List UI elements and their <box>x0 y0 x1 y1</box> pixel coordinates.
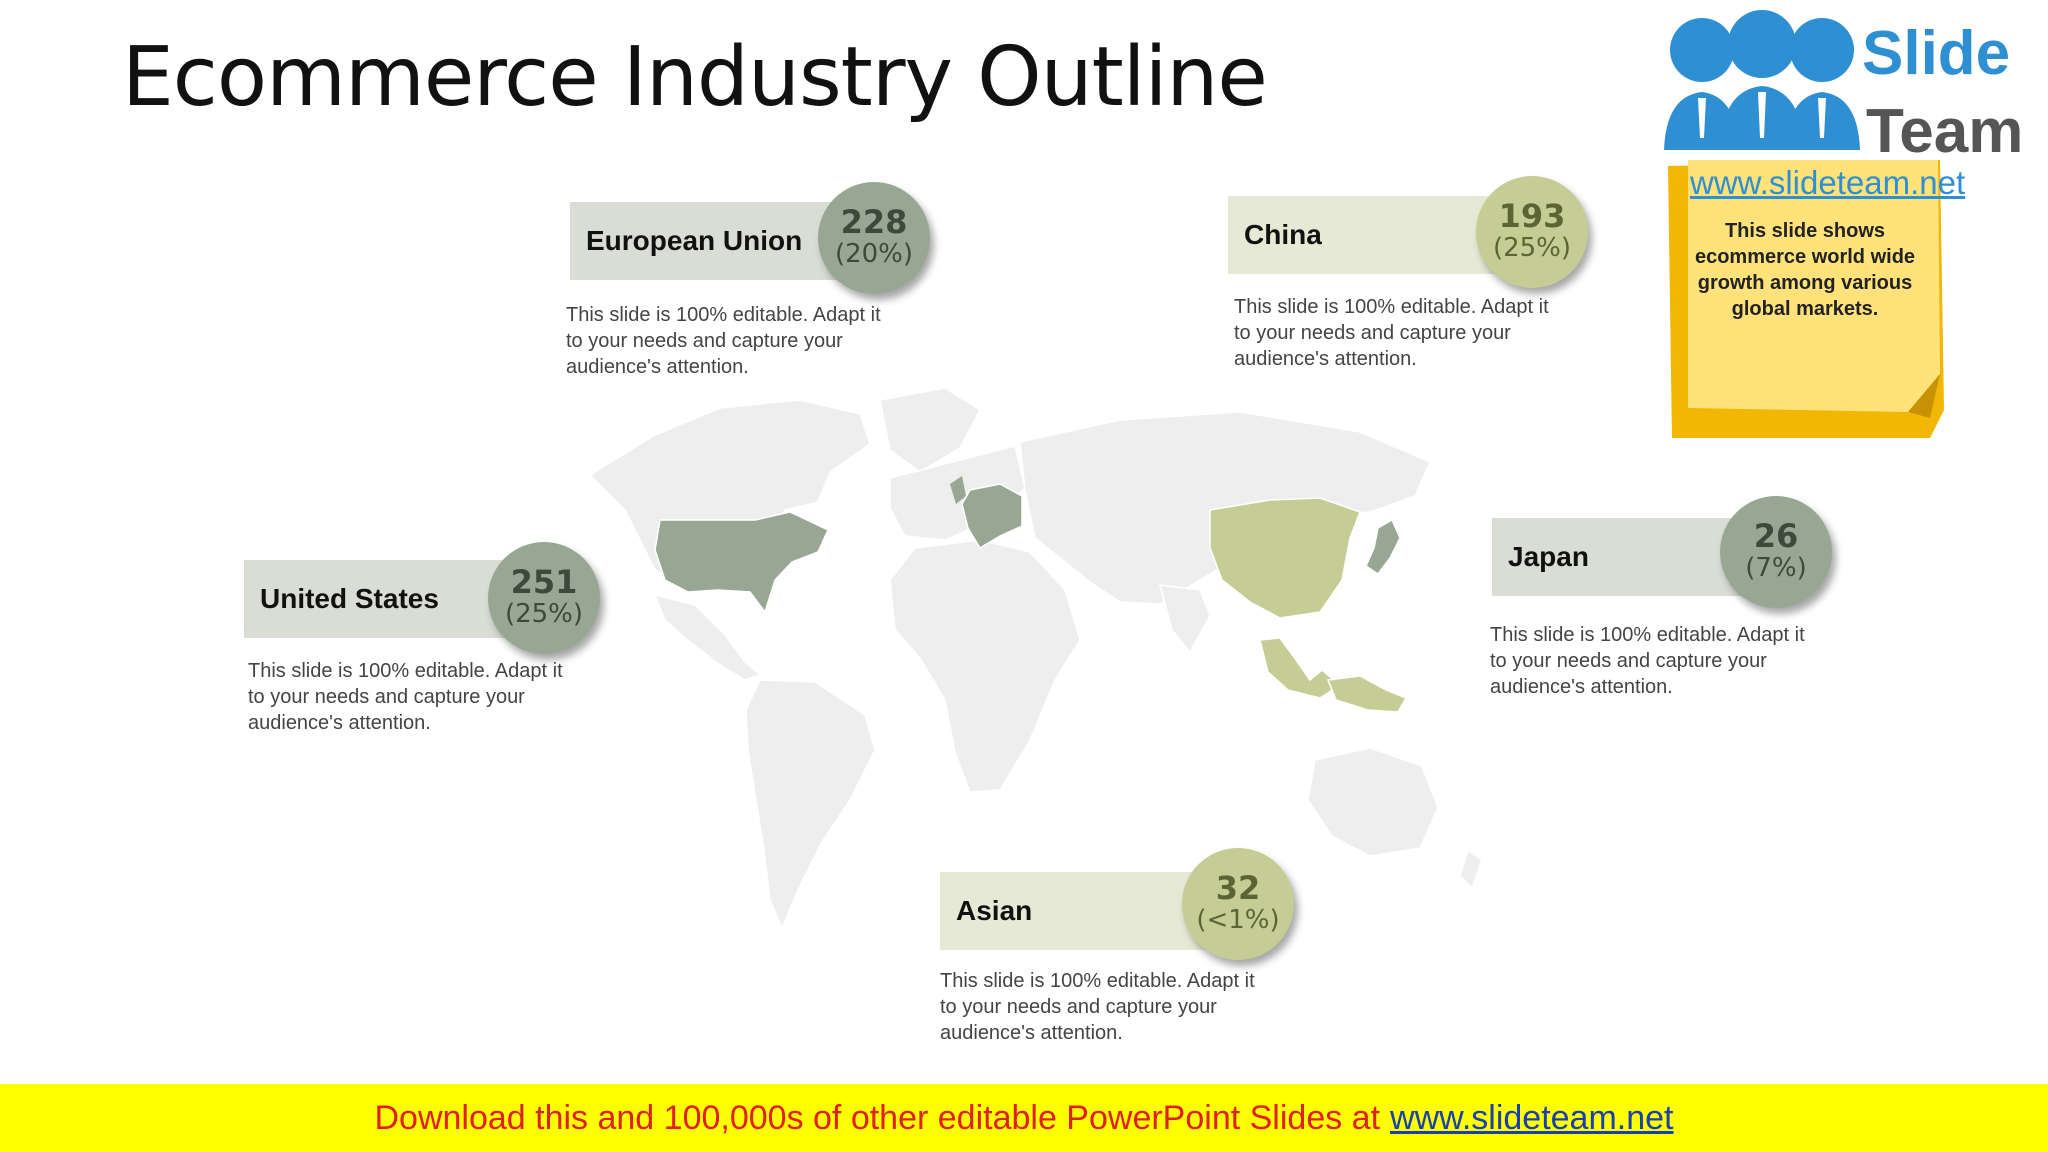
callout-value: 193 <box>1498 196 1566 235</box>
callout-value: 26 <box>1753 516 1799 555</box>
slideteam-logo <box>1638 0 2038 195</box>
callout-label-bar: United States <box>244 560 508 638</box>
world-map <box>588 387 1483 930</box>
callout-description: This slide is 100% editable. Adapt it to… <box>940 970 1255 1044</box>
callout-label-bar: China <box>1228 196 1498 274</box>
callout-label: China <box>1244 219 1322 250</box>
central-america-landmass <box>653 593 762 681</box>
banner-link[interactable]: www.slideteam.net <box>1390 1098 1674 1137</box>
banner-text: Download this and 100,000s of other edit… <box>374 1098 1381 1137</box>
new-zealand-landmass <box>1459 848 1483 890</box>
callout-value-badge: 193 (25%) <box>1476 176 1588 288</box>
callout-value-badge: 32 (<1%) <box>1182 848 1294 960</box>
sticky-note <box>1668 160 1944 438</box>
usa-highlight <box>654 511 829 614</box>
logo-word-team: Team <box>1866 97 2024 166</box>
callout-description: This slide is 100% editable. Adapt it to… <box>566 304 881 378</box>
logo-word-slide: Slide <box>1862 19 2011 88</box>
indonesia-highlight <box>1326 675 1408 713</box>
south-america-landmass <box>745 679 876 930</box>
callout-description: This slide is 100% editable. Adapt it to… <box>1234 296 1549 370</box>
callout-label: Asian <box>956 895 1033 926</box>
callout-value-badge: 251 (25%) <box>488 542 600 654</box>
page-title: Ecommerce Industry Outline <box>122 30 1268 125</box>
callout-percent: (<1%) <box>1196 905 1280 936</box>
people-logo-icon <box>1664 10 1860 150</box>
callout-percent: (20%) <box>834 239 914 270</box>
eu-highlight <box>961 483 1023 550</box>
callout-value: 228 <box>840 202 908 241</box>
callout-description: This slide is 100% editable. Adapt it to… <box>1490 624 1805 698</box>
callout-value: 32 <box>1215 868 1261 907</box>
india-landmass <box>1158 584 1211 654</box>
africa-landmass <box>889 539 1081 793</box>
callout-label: United States <box>260 583 439 614</box>
callout-label: European Union <box>586 225 803 256</box>
callout-percent: (25%) <box>504 599 584 630</box>
callout-label-bar: European Union <box>570 202 850 280</box>
callout-percent: (25%) <box>1492 233 1572 264</box>
sticky-note-text: This slide shows ecommerce world wide gr… <box>1694 220 1916 320</box>
callout-label: Japan <box>1508 541 1589 572</box>
southeast-asia-highlight <box>1259 637 1342 699</box>
logo-url-link[interactable]: www.slideteam.net <box>1690 164 1966 201</box>
callout-value: 251 <box>510 562 578 601</box>
callout-percent: (7%) <box>1745 553 1807 584</box>
australia-landmass <box>1307 747 1439 857</box>
callout-value-badge: 26 (7%) <box>1720 496 1832 608</box>
download-banner: Download this and 100,000s of other edit… <box>0 1084 2048 1152</box>
callout-label-bar: Asian <box>940 872 1210 950</box>
china-highlight <box>1209 497 1361 619</box>
japan-highlight <box>1365 518 1401 576</box>
callout-label-bar: Japan <box>1492 518 1742 596</box>
callout-value-badge: 228 (20%) <box>818 182 930 294</box>
eu-uk-highlight <box>950 476 966 504</box>
callout-description: This slide is 100% editable. Adapt it to… <box>248 660 563 734</box>
greenland-landmass <box>879 387 981 473</box>
